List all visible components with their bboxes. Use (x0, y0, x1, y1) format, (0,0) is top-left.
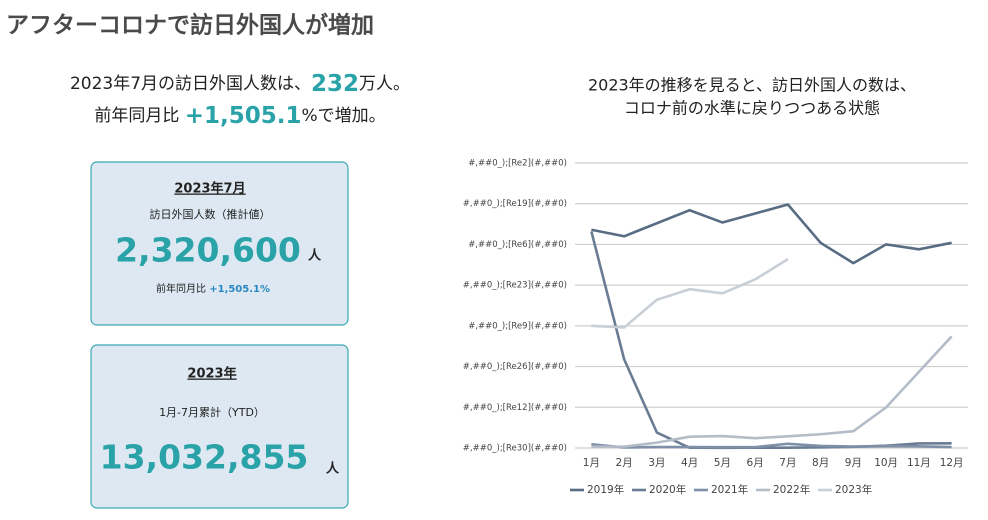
text: 2023年7月の訪日外国人数は、 (70, 74, 311, 94)
x-tick-label: 6月 (747, 457, 764, 469)
legend-label: 2023年 (835, 483, 872, 496)
card (90, 344, 349, 509)
y-tick-label: #,##0_);[Re23](#,##0) (463, 281, 567, 291)
x-tick-label: 4月 (681, 457, 698, 469)
series-line (591, 335, 953, 448)
y-tick-label: #,##0_);[Re2](#,##0) (468, 159, 567, 169)
y-tick-label: #,##0_);[Re26](#,##0) (463, 362, 567, 372)
x-tick-label: 9月 (845, 457, 862, 469)
x-tick-label: 7月 (779, 457, 796, 469)
x-tick-label: 12月 (940, 457, 964, 469)
series-line (591, 257, 789, 329)
chart-title: コロナ前の水準に戻りつつある状態 (624, 99, 880, 118)
highlight: +1,505.1% (209, 284, 270, 295)
legend-label: 2020年 (649, 483, 686, 496)
text: %で増加。 (302, 106, 386, 126)
y-tick-label: #,##0_);[Re6](#,##0) (468, 240, 567, 250)
x-tick-label: 1月 (583, 457, 600, 469)
x-tick-label: 3月 (648, 457, 665, 469)
legend-label: 2021年 (711, 483, 748, 496)
highlight: +1,505.1 (185, 103, 302, 129)
y-tick-label: #,##0_);[Re9](#,##0) (468, 321, 567, 331)
legend-label: 2022年 (773, 483, 810, 496)
x-tick-label: 11月 (907, 457, 931, 469)
card-value: 13,032,855 (100, 438, 309, 477)
y-tick-label: #,##0_);[Re12](#,##0) (463, 403, 567, 413)
card (90, 161, 349, 326)
y-tick-label: #,##0_);[Re19](#,##0) (463, 199, 567, 209)
y-tick-label: #,##0_);[Re30](#,##0) (463, 444, 567, 454)
chart-title: 2023年の推移を見ると、訪日外国人の数は、 (588, 76, 916, 95)
summary-line: 前年同月比 +1,505.1%で増加。 (94, 103, 385, 129)
text: 万人。 (359, 74, 410, 94)
page-title: アフターコロナで訪日外国人が増加 (6, 12, 374, 39)
highlight: 232 (311, 71, 359, 97)
card-label: 1月-7月累計（YTD） (159, 405, 265, 419)
legend-label: 2019年 (587, 483, 624, 496)
card-unit: 人 (308, 248, 322, 264)
card-heading: 2023年7月 (174, 181, 245, 197)
card-value: 2,320,600 (115, 231, 301, 270)
text: 前年同月比 (156, 282, 209, 295)
card-heading: 2023年 (187, 366, 236, 382)
card-label: 訪日外国人数（推計値） (150, 207, 271, 221)
x-tick-label: 5月 (714, 457, 731, 469)
series-line (591, 203, 952, 265)
series-line (591, 442, 952, 449)
plot: #,##0_);[Re30](#,##0) #,##0_);[Re12](#,##… (463, 159, 968, 496)
card-note: 前年同月比 +1,505.1% (156, 282, 270, 295)
x-tick-label: 10月 (874, 457, 898, 469)
x-tick-label: 2月 (616, 457, 633, 469)
card-unit: 人 (326, 461, 340, 477)
x-tick-label: 8月 (812, 457, 829, 469)
series-line (590, 231, 952, 450)
text: 前年同月比 (94, 106, 184, 126)
summary-line: 2023年7月の訪日外国人数は、232万人。 (70, 71, 410, 97)
